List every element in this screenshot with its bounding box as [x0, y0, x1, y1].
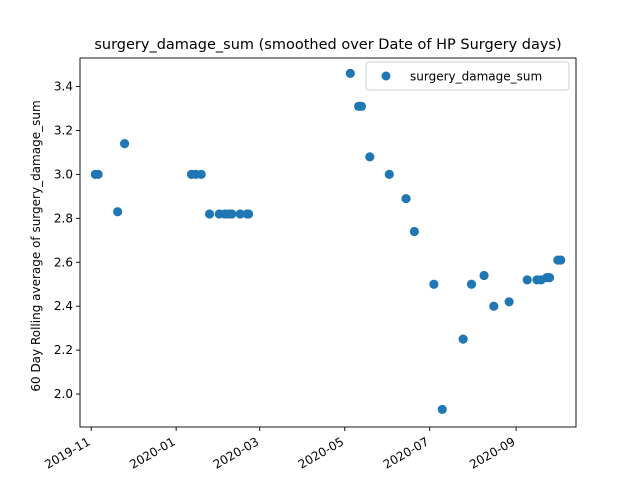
- data-point: [489, 301, 499, 311]
- y-tick-label: 3.2: [54, 123, 73, 137]
- data-point: [409, 226, 419, 237]
- data-point: [479, 270, 489, 281]
- y-tick-label: 2.6: [54, 255, 73, 269]
- data-point: [204, 209, 215, 219]
- data-point: [401, 193, 411, 204]
- y-axis-label: 60 Day Rolling average of surgery_damage…: [29, 100, 43, 391]
- legend-label: surgery_damage_sum: [410, 70, 542, 84]
- data-point: [365, 152, 375, 162]
- legend: surgery_damage_sum: [365, 61, 570, 91]
- data-point: [504, 297, 514, 307]
- y-tick-label: 3.4: [54, 80, 73, 94]
- data-point: [345, 68, 355, 78]
- data-points-group: [90, 68, 566, 415]
- data-point: [113, 207, 123, 217]
- data-point: [556, 255, 566, 265]
- data-point: [458, 334, 468, 344]
- y-tick-label: 2.0: [54, 387, 73, 401]
- legend-marker: [381, 71, 391, 81]
- data-point: [196, 169, 206, 180]
- chart-title: surgery_damage_sum (smoothed over Date o…: [94, 37, 561, 53]
- data-point: [356, 101, 367, 111]
- data-point: [235, 209, 245, 219]
- y-tick-label: 2.2: [54, 343, 73, 357]
- y-tick-label: 2.4: [54, 299, 73, 313]
- data-point: [93, 169, 103, 180]
- data-point: [384, 169, 394, 180]
- data-point: [437, 404, 447, 415]
- plot-frame: [79, 57, 577, 428]
- data-point: [227, 209, 237, 219]
- data-point: [522, 275, 532, 285]
- data-point: [243, 209, 254, 219]
- data-point: [429, 279, 439, 289]
- data-point: [119, 139, 130, 149]
- data-point: [544, 273, 555, 283]
- legend-frame: [365, 61, 570, 91]
- data-point: [466, 279, 477, 289]
- y-tick-label: 2.8: [54, 211, 73, 225]
- y-tick-label: 3.0: [54, 167, 73, 181]
